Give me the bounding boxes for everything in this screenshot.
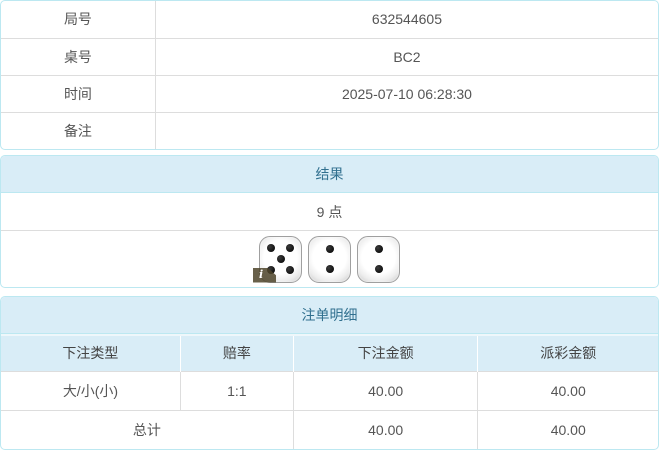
remark-value <box>155 112 658 149</box>
total-bet-amount: 40.00 <box>292 409 478 449</box>
die-face-2-icon <box>357 235 400 283</box>
payout-amount-cell: 40.00 <box>477 370 658 410</box>
odds-cell: 1:1 <box>179 370 294 410</box>
die-pip <box>276 255 285 263</box>
bet-amount-column-header: 下注金额 <box>292 334 478 371</box>
total-label: 总计 <box>1 409 294 449</box>
die-pip <box>325 264 334 273</box>
remark-label: 备注 <box>1 112 156 149</box>
time-label: 时间 <box>1 75 156 113</box>
die-pip <box>325 245 334 254</box>
bet-details-title: 注单明细 <box>1 297 658 334</box>
die-info-icon[interactable]: i <box>253 267 276 283</box>
result-panel: 结果 9 点 i <box>0 155 659 288</box>
bet-amount-cell: 40.00 <box>292 370 478 410</box>
result-panel-title: 结果 <box>1 156 658 193</box>
die-pip <box>286 243 295 252</box>
die-face-2-icon <box>308 235 351 283</box>
bet-details-panel: 注单明细 下注类型 赔率 下注金额 派彩金额 大/小(小) 1:1 40.00 … <box>0 296 659 450</box>
die-pip <box>374 264 383 273</box>
round-info-table: 局号 632544605 桌号 BC2 时间 2025-07-10 06:28:… <box>1 1 658 149</box>
die-pip <box>266 266 275 275</box>
result-points: 9 点 <box>1 193 658 231</box>
bet-type-column-header: 下注类型 <box>1 334 181 371</box>
die-pip <box>266 243 275 252</box>
table-row: 桌号 BC2 <box>1 38 658 76</box>
time-value: 2025-07-10 06:28:30 <box>155 75 658 113</box>
round-info-panel: 局号 632544605 桌号 BC2 时间 2025-07-10 06:28:… <box>0 0 659 150</box>
die-pip <box>374 245 383 254</box>
bet-type-cell: 大/小(小) <box>1 370 181 410</box>
table-number-value: BC2 <box>155 38 658 76</box>
table-row: 局号 632544605 <box>1 1 658 39</box>
round-number-label: 局号 <box>1 1 156 39</box>
table-number-label: 桌号 <box>1 38 156 76</box>
payout-amount-column-header: 派彩金额 <box>477 334 658 371</box>
odds-column-header: 赔率 <box>179 334 294 371</box>
bet-table-header-row: 下注类型 赔率 下注金额 派彩金额 <box>1 334 658 371</box>
die-face-5-icon: i <box>253 235 302 283</box>
total-payout-amount: 40.00 <box>477 409 658 449</box>
dice-row: i <box>1 231 658 287</box>
die-pip <box>286 266 295 275</box>
bet-details-table: 下注类型 赔率 下注金额 派彩金额 大/小(小) 1:1 40.00 40.00… <box>1 334 658 449</box>
table-row: 时间 2025-07-10 06:28:30 <box>1 75 658 113</box>
table-row: 备注 <box>1 112 658 149</box>
total-row: 总计 40.00 40.00 <box>1 409 658 449</box>
bet-row: 大/小(小) 1:1 40.00 40.00 <box>1 370 658 410</box>
round-number-value: 632544605 <box>155 1 658 39</box>
